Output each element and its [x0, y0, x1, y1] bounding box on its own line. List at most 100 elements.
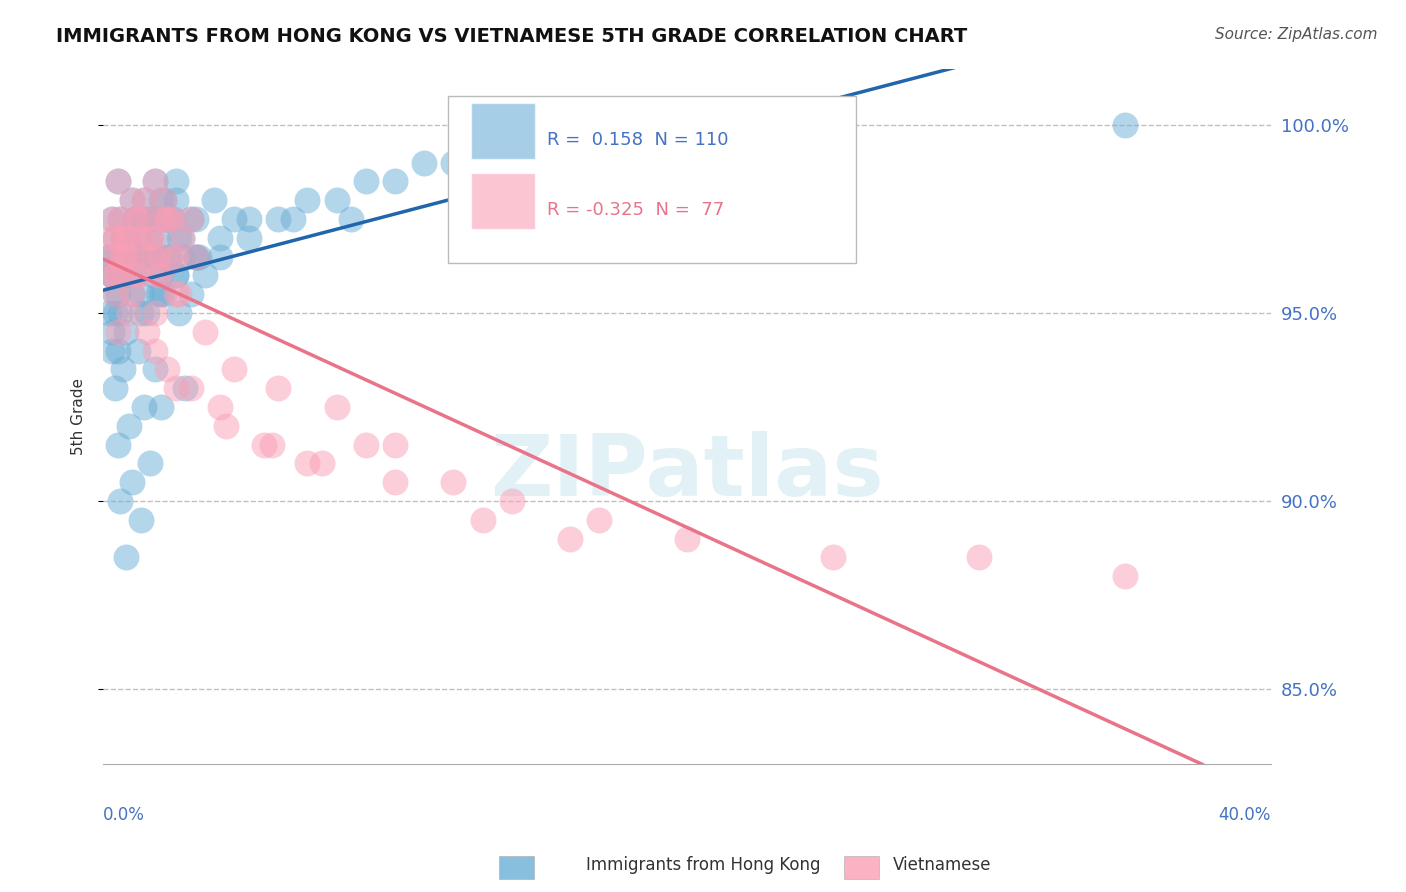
- Point: [202, 193, 225, 207]
- Point: [121, 287, 143, 301]
- Point: [135, 325, 157, 339]
- Point: [127, 343, 149, 358]
- Point: [180, 211, 202, 226]
- Point: [132, 250, 155, 264]
- Point: [224, 211, 246, 226]
- Point: [112, 250, 135, 264]
- Point: [150, 268, 173, 283]
- Point: [186, 211, 208, 226]
- Point: [148, 250, 170, 264]
- Point: [100, 211, 122, 226]
- Point: [138, 457, 160, 471]
- Point: [471, 513, 494, 527]
- Point: [354, 174, 377, 188]
- Point: [167, 306, 190, 320]
- Point: [145, 174, 167, 188]
- Point: [118, 268, 141, 283]
- Point: [118, 231, 141, 245]
- Point: [165, 268, 187, 283]
- Point: [384, 475, 406, 490]
- Point: [121, 475, 143, 490]
- Point: [159, 250, 181, 264]
- Point: [238, 211, 260, 226]
- Point: [156, 211, 179, 226]
- Point: [208, 400, 231, 414]
- Point: [180, 381, 202, 395]
- Point: [103, 381, 125, 395]
- Point: [159, 250, 181, 264]
- Point: [129, 513, 152, 527]
- Point: [170, 231, 193, 245]
- Point: [162, 211, 184, 226]
- Point: [138, 231, 160, 245]
- Point: [150, 193, 173, 207]
- Point: [186, 250, 208, 264]
- Point: [676, 532, 699, 546]
- Point: [142, 250, 165, 264]
- Point: [115, 231, 138, 245]
- Point: [588, 513, 610, 527]
- Point: [97, 250, 120, 264]
- Point: [132, 250, 155, 264]
- Point: [112, 231, 135, 245]
- Point: [132, 193, 155, 207]
- Point: [194, 325, 217, 339]
- Point: [110, 268, 132, 283]
- Point: [165, 381, 187, 395]
- Point: [560, 532, 582, 546]
- Point: [441, 475, 464, 490]
- Point: [118, 231, 141, 245]
- Point: [124, 211, 146, 226]
- Text: 40.0%: 40.0%: [1219, 806, 1271, 824]
- Point: [107, 174, 129, 188]
- Point: [145, 362, 167, 376]
- Point: [112, 362, 135, 376]
- Point: [262, 437, 284, 451]
- Point: [135, 211, 157, 226]
- Point: [170, 231, 193, 245]
- Point: [167, 231, 190, 245]
- Point: [121, 193, 143, 207]
- Point: [165, 174, 187, 188]
- Point: [186, 250, 208, 264]
- Point: [325, 400, 347, 414]
- Point: [135, 211, 157, 226]
- Point: [103, 268, 125, 283]
- Point: [115, 250, 138, 264]
- FancyBboxPatch shape: [447, 96, 856, 263]
- Point: [145, 174, 167, 188]
- Point: [156, 211, 179, 226]
- Point: [103, 306, 125, 320]
- Point: [132, 250, 155, 264]
- Point: [107, 437, 129, 451]
- Point: [121, 287, 143, 301]
- Point: [340, 211, 363, 226]
- Point: [138, 231, 160, 245]
- Text: IMMIGRANTS FROM HONG KONG VS VIETNAMESE 5TH GRADE CORRELATION CHART: IMMIGRANTS FROM HONG KONG VS VIETNAMESE …: [56, 27, 967, 45]
- Point: [142, 250, 165, 264]
- Point: [103, 287, 125, 301]
- Point: [156, 211, 179, 226]
- Point: [441, 155, 464, 169]
- Point: [150, 211, 173, 226]
- Point: [501, 494, 523, 508]
- Point: [121, 250, 143, 264]
- Point: [107, 250, 129, 264]
- Point: [252, 437, 274, 451]
- Point: [107, 325, 129, 339]
- Y-axis label: 5th Grade: 5th Grade: [72, 378, 86, 455]
- Point: [170, 250, 193, 264]
- Point: [129, 231, 152, 245]
- Point: [150, 287, 173, 301]
- Point: [100, 268, 122, 283]
- Point: [180, 211, 202, 226]
- Point: [354, 437, 377, 451]
- FancyBboxPatch shape: [471, 103, 536, 159]
- Text: ZIPatlas: ZIPatlas: [491, 431, 884, 514]
- Point: [173, 381, 195, 395]
- Point: [127, 211, 149, 226]
- Point: [142, 231, 165, 245]
- Point: [107, 287, 129, 301]
- Point: [148, 231, 170, 245]
- Point: [162, 211, 184, 226]
